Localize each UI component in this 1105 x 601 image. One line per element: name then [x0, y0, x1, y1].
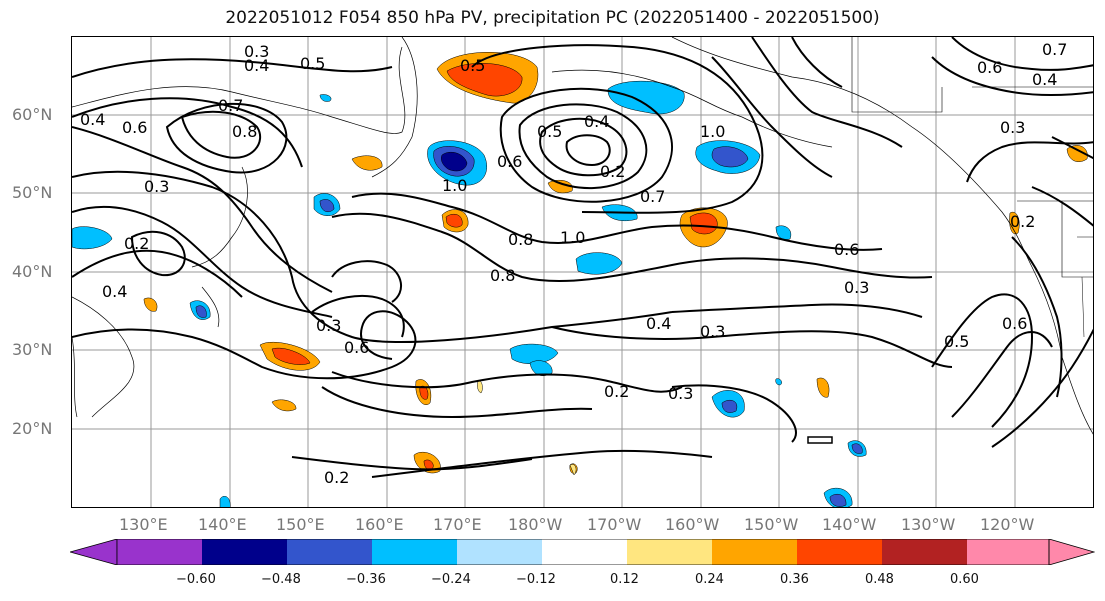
- colorbar-segment: [287, 539, 372, 565]
- colorbar-tick: 0.60: [950, 572, 979, 587]
- lon-label-130e: 130°E: [119, 515, 168, 534]
- colorbar-tick: −0.48: [261, 572, 301, 587]
- contour-label: 0.4: [646, 314, 671, 333]
- contour-label: 0.5: [300, 54, 325, 73]
- contour-label: 0.6: [977, 58, 1002, 77]
- colorbar-segment: [117, 539, 202, 565]
- colorbar-segment: [202, 539, 287, 565]
- contour-label: 0.2: [600, 162, 625, 181]
- contour-label: 0.7: [640, 187, 665, 206]
- contour-label: 0.7: [1042, 40, 1067, 59]
- lon-label-170w: 170°W: [587, 515, 642, 534]
- contour-label: 0.4: [102, 282, 127, 301]
- pv-contours: [72, 37, 1093, 478]
- precip-negative-areas: [72, 80, 867, 507]
- colorbar-tick: 0.24: [695, 572, 724, 587]
- contour-label: 0.6: [834, 240, 859, 259]
- contour-label: 0.8: [490, 266, 515, 285]
- lon-label-160e: 160°E: [355, 515, 404, 534]
- contour-label: 1.0: [560, 228, 585, 247]
- colorbar-tick: 0.36: [780, 572, 809, 587]
- lat-label-20n: 20°N: [12, 419, 53, 438]
- contour-label: 0.3: [844, 278, 869, 297]
- contour-label: 0.2: [124, 234, 149, 253]
- contour-label: 0.4: [80, 110, 105, 129]
- contour-label: 0.6: [1002, 314, 1027, 333]
- colorbar-segment: [797, 539, 882, 565]
- contour-label: 0.3: [144, 177, 169, 196]
- coastlines: [72, 37, 1093, 435]
- colorbar-tick: 0.12: [610, 572, 639, 587]
- colorbar-segment: [967, 539, 1049, 565]
- contour-label: 0.4: [584, 112, 609, 131]
- map-title: 2022051012 F054 850 hPa PV, precipitatio…: [225, 8, 880, 28]
- contour-label: 0.6: [122, 118, 147, 137]
- contour-label: 0.5: [460, 56, 485, 75]
- colorbar-tick: −0.12: [516, 572, 556, 587]
- colorbar-segment: [882, 539, 967, 565]
- contour-label: 0.2: [324, 468, 349, 487]
- contour-label: 0.4: [244, 56, 269, 75]
- contour-label: 1.0: [700, 122, 725, 141]
- colorbar-segment: [542, 539, 627, 565]
- contour-label: 0.3: [700, 322, 725, 341]
- map-panel: 0.3 0.4 0.5 0.4 0.7 0.6 0.8 0.3 0.2 0.4 …: [71, 36, 1094, 508]
- lon-label-140w: 140°W: [822, 515, 877, 534]
- colorbar-segment: [627, 539, 712, 565]
- colorbar-extend-low: [70, 539, 118, 565]
- contour-label: 0.2: [1010, 212, 1035, 231]
- contour-label: 0.5: [944, 332, 969, 351]
- lat-label-30n: 30°N: [12, 340, 53, 359]
- contour-label: 0.4: [1032, 70, 1057, 89]
- colorbar-tick: 0.48: [865, 572, 894, 587]
- contour-label: 0.8: [232, 122, 257, 141]
- colorbar-tick: −0.60: [176, 572, 216, 587]
- contour-label: 0.5: [537, 122, 562, 141]
- contour-label: 0.6: [497, 152, 522, 171]
- lat-label-60n: 60°N: [12, 105, 53, 124]
- contour-label: 0.8: [508, 230, 533, 249]
- contour-label: 0.3: [668, 384, 693, 403]
- lat-label-40n: 40°N: [12, 262, 53, 281]
- contour-label: 0.2: [604, 382, 629, 401]
- lon-label-180w: 180°W: [508, 515, 563, 534]
- lon-label-150e: 150°E: [276, 515, 325, 534]
- lon-label-150w: 150°W: [744, 515, 799, 534]
- contour-label: 0.7: [218, 96, 243, 115]
- colorbar-segment: [457, 539, 542, 565]
- colorbar-tick: −0.24: [431, 572, 471, 587]
- lon-label-130w: 130°W: [901, 515, 956, 534]
- colorbar-extend-high: [1048, 539, 1095, 565]
- contour-label: 0.3: [316, 316, 341, 335]
- lon-label-140e: 140°E: [198, 515, 247, 534]
- colorbar-segment: [372, 539, 457, 565]
- colorbar-segment: [712, 539, 797, 565]
- colorbar: [70, 539, 1095, 565]
- precip-positive-areas: [143, 52, 1088, 476]
- lon-label-170e: 170°E: [433, 515, 482, 534]
- contour-label: 0.3: [1000, 118, 1025, 137]
- contour-label: 1.0: [442, 176, 467, 195]
- lon-label-120w: 120°W: [980, 515, 1035, 534]
- lon-label-160w: 160°W: [665, 515, 720, 534]
- map-canvas: 0.3 0.4 0.5 0.4 0.7 0.6 0.8 0.3 0.2 0.4 …: [72, 37, 1093, 507]
- contour-label: 0.6: [344, 338, 369, 357]
- colorbar-tick: −0.36: [346, 572, 386, 587]
- contour-label: 0.3: [244, 42, 269, 61]
- lat-label-50n: 50°N: [12, 183, 53, 202]
- contour-labels: 0.3 0.4 0.5 0.4 0.7 0.6 0.8 0.3 0.2 0.4 …: [80, 40, 1067, 487]
